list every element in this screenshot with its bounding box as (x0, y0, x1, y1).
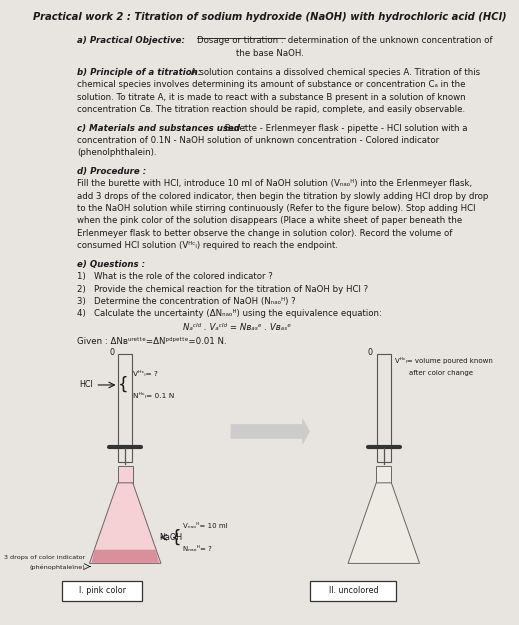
Text: solution. To titrate A, it is made to react with a substance B present in a solu: solution. To titrate A, it is made to re… (77, 92, 466, 102)
Text: 3 drops of color indicator: 3 drops of color indicator (4, 555, 85, 560)
Text: Vᴴᶜₗ= volume poured known: Vᴴᶜₗ= volume poured known (395, 357, 493, 364)
Polygon shape (376, 466, 391, 483)
Text: to the NaOH solution while stirring continuously (Refer to the figure below). St: to the NaOH solution while stirring cont… (77, 204, 475, 213)
Text: Burette - Erlenmeyer flask - pipette - HCl solution with a: Burette - Erlenmeyer flask - pipette - H… (222, 124, 468, 132)
Text: a) Practical Objective:: a) Practical Objective: (77, 36, 185, 44)
Text: d) Procedure :: d) Procedure : (77, 167, 146, 176)
Text: HCl: HCl (79, 381, 93, 389)
Text: (phenolphthalein).: (phenolphthalein). (77, 148, 156, 158)
FancyBboxPatch shape (62, 581, 142, 601)
Text: Erlenmeyer flask to better observe the change in solution color). Record the vol: Erlenmeyer flask to better observe the c… (77, 229, 452, 238)
Text: 2)   Provide the chemical reaction for the titration of NaOH by HCl ?: 2) Provide the chemical reaction for the… (77, 284, 368, 294)
Polygon shape (91, 550, 159, 562)
Text: Vₙₐₒᴴ= 10 ml: Vₙₐₒᴴ= 10 ml (183, 523, 228, 529)
Text: Vᴴᶜₗ= ?: Vᴴᶜₗ= ? (133, 371, 158, 377)
Text: consumed HCl solution (Vᴴᶜₗ) required to reach the endpoint.: consumed HCl solution (Vᴴᶜₗ) required to… (77, 241, 338, 250)
Polygon shape (348, 483, 419, 563)
Polygon shape (118, 466, 133, 483)
Text: concentration of 0.1N - NaOH solution of unknown concentration - Colored indicat: concentration of 0.1N - NaOH solution of… (77, 136, 439, 145)
Text: {: { (118, 376, 129, 394)
Text: 3)   Determine the concentration of NaOH (Nₙₐₒᴴ) ?: 3) Determine the concentration of NaOH (… (77, 297, 295, 306)
FancyBboxPatch shape (310, 581, 397, 601)
Text: NaOH: NaOH (159, 533, 182, 542)
Text: add 3 drops of the colored indicator, then begin the titration by slowly adding : add 3 drops of the colored indicator, th… (77, 192, 488, 201)
Text: (phénophtaleïne): (phénophtaleïne) (30, 565, 85, 571)
Text: 0: 0 (110, 348, 114, 357)
Text: 0: 0 (368, 348, 373, 357)
Text: Nₐᶜᴵᵈ . Vₐᶜᴵᵈ = Nʙₐₛᵉ . Vʙₐₛᵉ: Nₐᶜᴵᵈ . Vₐᶜᴵᵈ = Nʙₐₛᵉ . Vʙₐₛᵉ (183, 323, 291, 332)
Text: II. uncolored: II. uncolored (329, 586, 378, 595)
Text: chemical species involves determining its amount of substance or concentration C: chemical species involves determining it… (77, 80, 466, 89)
Text: 1)   What is the role of the colored indicator ?: 1) What is the role of the colored indic… (77, 272, 272, 281)
Text: concentration Cʙ. The titration reaction should be rapid, complete, and easily o: concentration Cʙ. The titration reaction… (77, 105, 465, 114)
Text: e) Questions :: e) Questions : (77, 260, 145, 269)
Text: 4)   Calculate the uncertainty (ΔNₙₐₒᴴ) using the equivalence equation:: 4) Calculate the uncertainty (ΔNₙₐₒᴴ) us… (77, 309, 381, 318)
Text: Practical work 2 : Titration of sodium hydroxide (NaOH) with hydrochloric acid (: Practical work 2 : Titration of sodium h… (33, 12, 507, 22)
Polygon shape (89, 483, 161, 563)
Text: Nᴴᶜₗ= 0.1 N: Nᴴᶜₗ= 0.1 N (133, 393, 174, 399)
Text: I. pink color: I. pink color (78, 586, 126, 595)
Text: c) Materials and substances used :: c) Materials and substances used : (77, 124, 247, 132)
Text: A solution contains a dissolved chemical species A. Titration of this: A solution contains a dissolved chemical… (188, 68, 481, 77)
Text: determination of the unknown concentration of: determination of the unknown concentrati… (285, 36, 493, 44)
Text: after color change: after color change (409, 369, 473, 376)
Text: the base NaOH.: the base NaOH. (236, 49, 304, 58)
Text: b) Principle of a titration:: b) Principle of a titration: (77, 68, 201, 77)
Text: when the pink color of the solution disappears (Place a white sheet of paper ben: when the pink color of the solution disa… (77, 216, 462, 226)
Text: Dosage or titration :: Dosage or titration : (197, 36, 283, 44)
Text: Nₙₐₒᴴ= ?: Nₙₐₒᴴ= ? (183, 546, 212, 551)
Text: Given : ΔNʙᵘʳᵉᵗᵗᵉ=ΔNᵖᵈᵖᵉᵗᵗᵉ=0.01 N.: Given : ΔNʙᵘʳᵉᵗᵗᵉ=ΔNᵖᵈᵖᵉᵗᵗᵉ=0.01 N. (77, 337, 226, 346)
Text: Fill the burette with HCl, introduce 10 ml of NaOH solution (Vₙₐₒᴴ) into the Erl: Fill the burette with HCl, introduce 10 … (77, 179, 472, 188)
Text: {: { (171, 528, 181, 546)
